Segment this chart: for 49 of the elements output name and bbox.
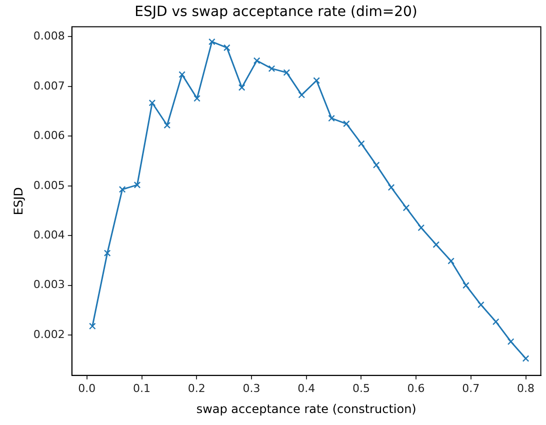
point	[148, 99, 156, 106]
x-tick-label: 0.2	[188, 382, 206, 395]
point	[253, 57, 260, 64]
point	[238, 84, 246, 91]
point	[178, 71, 186, 78]
point	[268, 65, 276, 72]
point	[358, 140, 365, 148]
x-axis-title: swap acceptance rate (construction)	[196, 402, 416, 416]
point	[372, 162, 380, 168]
x-tick-label: 0.0	[78, 382, 96, 395]
point	[194, 94, 200, 102]
point	[134, 182, 141, 188]
point	[448, 258, 454, 264]
point	[343, 120, 350, 128]
point	[313, 77, 320, 84]
point	[388, 184, 395, 191]
x-tick-label: 0.7	[462, 382, 480, 395]
point	[418, 224, 425, 232]
point	[208, 38, 216, 46]
point	[104, 250, 111, 256]
point	[283, 69, 290, 76]
point	[118, 186, 126, 193]
y-tick-label: 0.004	[33, 228, 65, 242]
x-tick-label: 0.6	[407, 382, 425, 395]
y-tick-label: 0.007	[33, 79, 65, 92]
point	[478, 301, 484, 308]
x-tick-label: 0.8	[517, 382, 535, 395]
point	[462, 282, 470, 289]
point	[298, 92, 306, 98]
point	[223, 44, 230, 52]
x-tick-label: 0.1	[133, 382, 151, 395]
point	[432, 241, 440, 248]
point	[328, 114, 335, 122]
y-axis-title: ESJD	[11, 187, 26, 216]
point	[88, 322, 96, 330]
y-tick-label: 0.006	[33, 129, 65, 142]
x-tick-label: 0.5	[352, 382, 370, 395]
x-tick-label: 0.4	[298, 382, 316, 395]
y-tick-label: 0.002	[33, 328, 65, 341]
point	[492, 318, 500, 326]
x-tick-label: 0.3	[242, 382, 260, 395]
y-tick-label: 0.005	[33, 178, 65, 192]
point	[402, 204, 410, 212]
point	[507, 338, 514, 346]
y-tick-label: 0.003	[33, 278, 65, 292]
chart-title: ESJD vs swap acceptance rate (dim=20)	[134, 4, 418, 20]
point	[522, 355, 530, 362]
point	[164, 122, 171, 129]
y-tick-label: 0.008	[33, 30, 65, 43]
